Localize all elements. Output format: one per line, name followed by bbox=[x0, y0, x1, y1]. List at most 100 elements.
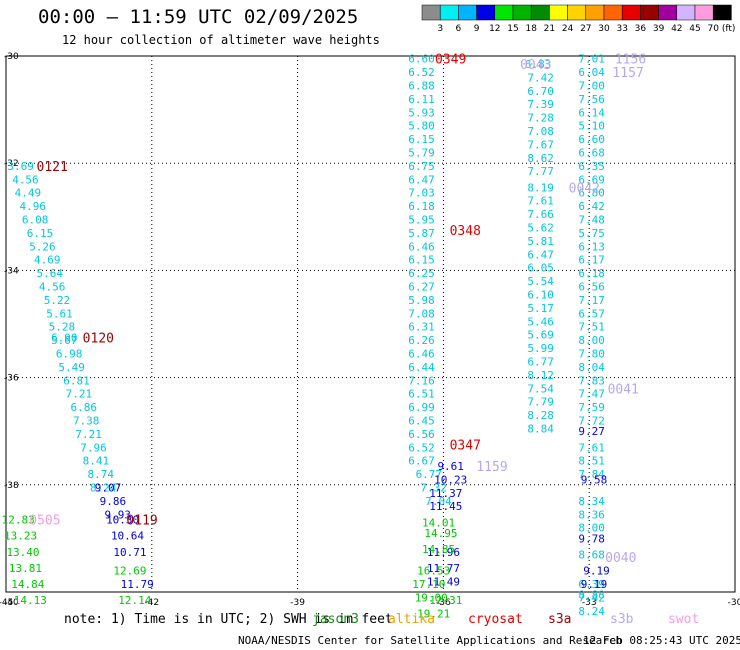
color-scale-swatch bbox=[549, 4, 568, 21]
wave-height-value: 6.77 bbox=[527, 356, 554, 369]
wave-height-value: 5.28 bbox=[49, 321, 76, 334]
pass-time-label: 1156 bbox=[615, 53, 646, 68]
wave-height-value: 7.59 bbox=[578, 401, 605, 414]
wave-height-value: 5.22 bbox=[44, 294, 71, 307]
pass-time-label: 0349 bbox=[435, 53, 466, 68]
wave-height-value: 6.10 bbox=[527, 289, 554, 302]
wave-height-value: 6.86 bbox=[71, 401, 98, 414]
wave-height-value: 7.83 bbox=[578, 374, 605, 387]
wave-height-value: 6.52 bbox=[408, 441, 435, 454]
wave-height-value: 7.00 bbox=[578, 79, 605, 92]
y-tick-label: -32 bbox=[4, 159, 19, 169]
wave-height-value: 11.37 bbox=[429, 487, 462, 500]
color-scale-label: 9 bbox=[474, 24, 480, 34]
color-scale-swatch bbox=[439, 4, 459, 21]
x-tick-label: -30 bbox=[728, 598, 740, 608]
wave-height-value: 8.04 bbox=[578, 361, 605, 374]
wave-height-value: 5.79 bbox=[408, 146, 435, 159]
wave-height-value: 19.21 bbox=[417, 607, 450, 620]
wave-height-value: 9.61 bbox=[437, 460, 464, 473]
wave-height-value: 7.16 bbox=[408, 374, 435, 387]
wave-height-value: 6.60 bbox=[578, 133, 605, 146]
x-tick-label: -45 bbox=[0, 598, 13, 608]
wave-height-value: 7.42 bbox=[578, 591, 605, 604]
color-scale-swatch bbox=[476, 4, 496, 21]
plot-frame bbox=[5, 55, 736, 593]
wave-height-value: 4.56 bbox=[39, 280, 66, 293]
pass-time-label: 1157 bbox=[612, 66, 643, 81]
wave-height-value: 5.64 bbox=[36, 267, 63, 280]
wave-height-value: 7.21 bbox=[66, 388, 93, 401]
wave-height-value: 6.18 bbox=[578, 267, 605, 280]
pass-time-label: 0119 bbox=[126, 514, 157, 529]
wave-height-value: 7.61 bbox=[578, 441, 605, 454]
wave-height-value: 8.74 bbox=[88, 468, 115, 481]
wave-height-value: 6.39 bbox=[578, 578, 605, 591]
wave-height-value: 10.30 bbox=[106, 514, 139, 527]
wave-height-value: 6.69 bbox=[578, 173, 605, 186]
color-scale-label: 18 bbox=[525, 24, 537, 34]
data-marks: 3.694.564.494.966.086.155.264.695.644.56… bbox=[2, 53, 610, 621]
wave-height-value: 7.39 bbox=[527, 98, 554, 111]
wave-height-value: 8.68 bbox=[578, 548, 605, 561]
wave-height-value: 8.88 bbox=[578, 589, 605, 602]
color-scale-label: 3 bbox=[437, 24, 443, 34]
color-scale-swatch bbox=[640, 4, 659, 21]
wave-height-value: 5.69 bbox=[527, 329, 554, 342]
footer-credit: NOAA/NESDIS Center for Satellite Applica… bbox=[238, 634, 623, 647]
color-scale-swatch bbox=[512, 4, 532, 21]
mission-legend-s3b: s3b bbox=[610, 612, 634, 627]
wave-height-value: 6.05 bbox=[527, 262, 554, 275]
wave-height-value: 7.01 bbox=[578, 53, 605, 66]
wave-height-value: 7.67 bbox=[527, 138, 554, 151]
page-title: 00:00 — 11:59 UTC 02/09/2025 bbox=[38, 6, 359, 28]
wave-height-value: 4.69 bbox=[34, 254, 61, 267]
wave-height-value: 7.47 bbox=[578, 388, 605, 401]
wave-height-value: 6.67 bbox=[408, 455, 435, 468]
wave-height-value: 6.15 bbox=[408, 254, 435, 267]
wave-height-value: 5.10 bbox=[578, 120, 605, 133]
color-scale-label: 15 bbox=[507, 24, 518, 34]
wave-height-value: 8.19 bbox=[527, 181, 554, 194]
wave-height-value: 6.13 bbox=[578, 240, 605, 253]
x-tick-label: -42 bbox=[144, 598, 159, 608]
wave-height-value: 7.77 bbox=[527, 165, 554, 178]
pass-time-label: 0120 bbox=[83, 331, 114, 346]
wave-height-value: 8.36 bbox=[578, 508, 605, 521]
wave-height-value: 7.79 bbox=[527, 396, 554, 409]
axis-tick-labels: -45 -42 -39 -36 -33 -30 -30 -32 -34 -36 -38 -40 bbox=[0, 52, 740, 608]
wave-height-value: 3.69 bbox=[7, 160, 34, 173]
wave-height-value: 11.79 bbox=[121, 578, 154, 591]
x-tick-label: -36 bbox=[436, 598, 451, 608]
color-scale-swatch bbox=[712, 4, 732, 21]
y-tick-label: -38 bbox=[4, 481, 19, 491]
wave-height-value: 6.44 bbox=[408, 361, 435, 374]
wave-height-value: 8.84 bbox=[527, 423, 554, 436]
wave-height-value: 5.99 bbox=[527, 342, 554, 355]
wave-height-value: 8.62 bbox=[527, 152, 554, 165]
wave-height-value: 9.19 bbox=[583, 565, 610, 578]
wave-height-value: 6.88 bbox=[408, 79, 435, 92]
wave-height-value: 8.24 bbox=[578, 605, 605, 618]
wave-height-value: 9.19 bbox=[581, 578, 608, 591]
pass-time-label: 1159 bbox=[476, 460, 507, 475]
color-scale-swatch bbox=[658, 4, 678, 21]
wave-height-value: 10.23 bbox=[434, 473, 467, 486]
wave-height-value: 10.71 bbox=[113, 546, 146, 559]
wave-height-value: 12.83 bbox=[2, 514, 35, 527]
color-scale-label: 42 bbox=[671, 24, 682, 34]
wave-height-value: 7.48 bbox=[578, 213, 605, 226]
wave-height-value: 5.95 bbox=[408, 213, 435, 226]
wave-height-value: 14.01 bbox=[422, 516, 455, 529]
wave-height-value: 6.75 bbox=[408, 160, 435, 173]
wave-height-value: 6.80 bbox=[578, 187, 605, 200]
color-scale-legend: 3 6 9 12 15 18 21 24 27 30 33 36 39 42 45 70 (ft) bbox=[421, 4, 735, 34]
wave-height-value: 5.98 bbox=[408, 294, 435, 307]
wave-height-value: 7.17 bbox=[578, 294, 605, 307]
color-scale-swatch bbox=[458, 4, 477, 21]
wave-height-value: 6.98 bbox=[56, 347, 83, 360]
footer-note: note: 1) Time is in UTC; 2) SWH is in fe… bbox=[64, 612, 393, 627]
wave-height-value: 6.70 bbox=[527, 85, 554, 98]
wave-height-value: 8.28 bbox=[527, 409, 554, 422]
wave-height-value: 7.21 bbox=[75, 428, 102, 441]
